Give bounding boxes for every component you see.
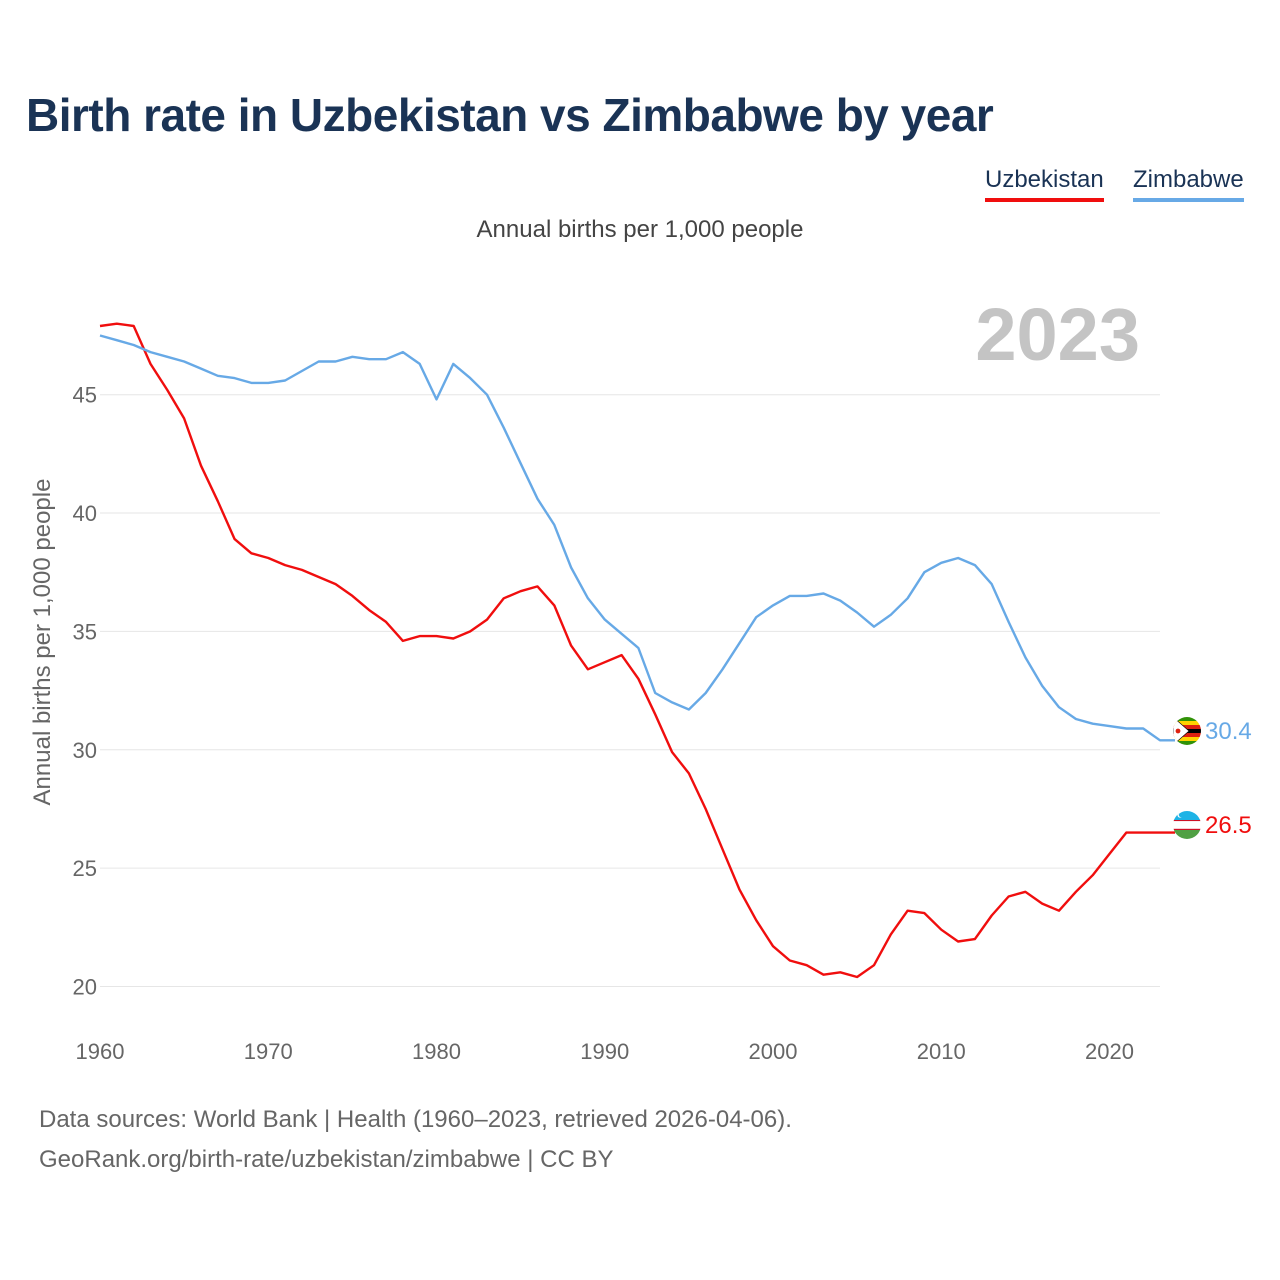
y-tick-label: 45 bbox=[73, 383, 97, 408]
x-tick-label: 1970 bbox=[244, 1039, 293, 1064]
chart-title: Birth rate in Uzbekistan vs Zimbabwe by … bbox=[26, 89, 994, 141]
end-value-label-uzbekistan: 26.5 bbox=[1205, 812, 1252, 839]
x-tick-label: 1990 bbox=[580, 1039, 629, 1064]
zimbabwe-flag-icon bbox=[1173, 717, 1201, 745]
y-tick-label: 20 bbox=[73, 974, 97, 999]
uzbekistan-flag-icon bbox=[1173, 811, 1201, 839]
legend-uzbekistan[interactable]: Uzbekistan bbox=[985, 166, 1104, 202]
year-watermark: 2023 bbox=[975, 293, 1140, 376]
source-url[interactable]: GeoRank.org/birth-rate/uzbekistan/zimbab… bbox=[39, 1146, 614, 1173]
y-tick-label: 30 bbox=[73, 738, 97, 763]
chart-subtitle: Annual births per 1,000 people bbox=[476, 216, 804, 243]
legend-zimbabwe[interactable]: Zimbabwe bbox=[1133, 166, 1244, 202]
series-line-uzbekistan[interactable] bbox=[99, 322, 1175, 979]
x-tick-label: 2010 bbox=[917, 1039, 966, 1064]
end-value-label-zimbabwe: 30.4 bbox=[1205, 718, 1252, 745]
y-tick-label: 35 bbox=[73, 619, 97, 644]
x-tick-label: 1980 bbox=[412, 1039, 461, 1064]
x-tick-label: 2020 bbox=[1085, 1039, 1134, 1064]
y-axis-label: Annual births per 1,000 people bbox=[29, 479, 56, 806]
x-tick-label: 2000 bbox=[749, 1039, 798, 1064]
series-line-zimbabwe[interactable] bbox=[99, 334, 1175, 742]
y-tick-label: 25 bbox=[73, 856, 97, 881]
data-source-note: Data sources: World Bank | Health (1960–… bbox=[39, 1106, 792, 1133]
x-tick-label: 1960 bbox=[76, 1039, 125, 1064]
y-tick-label: 40 bbox=[73, 501, 97, 526]
